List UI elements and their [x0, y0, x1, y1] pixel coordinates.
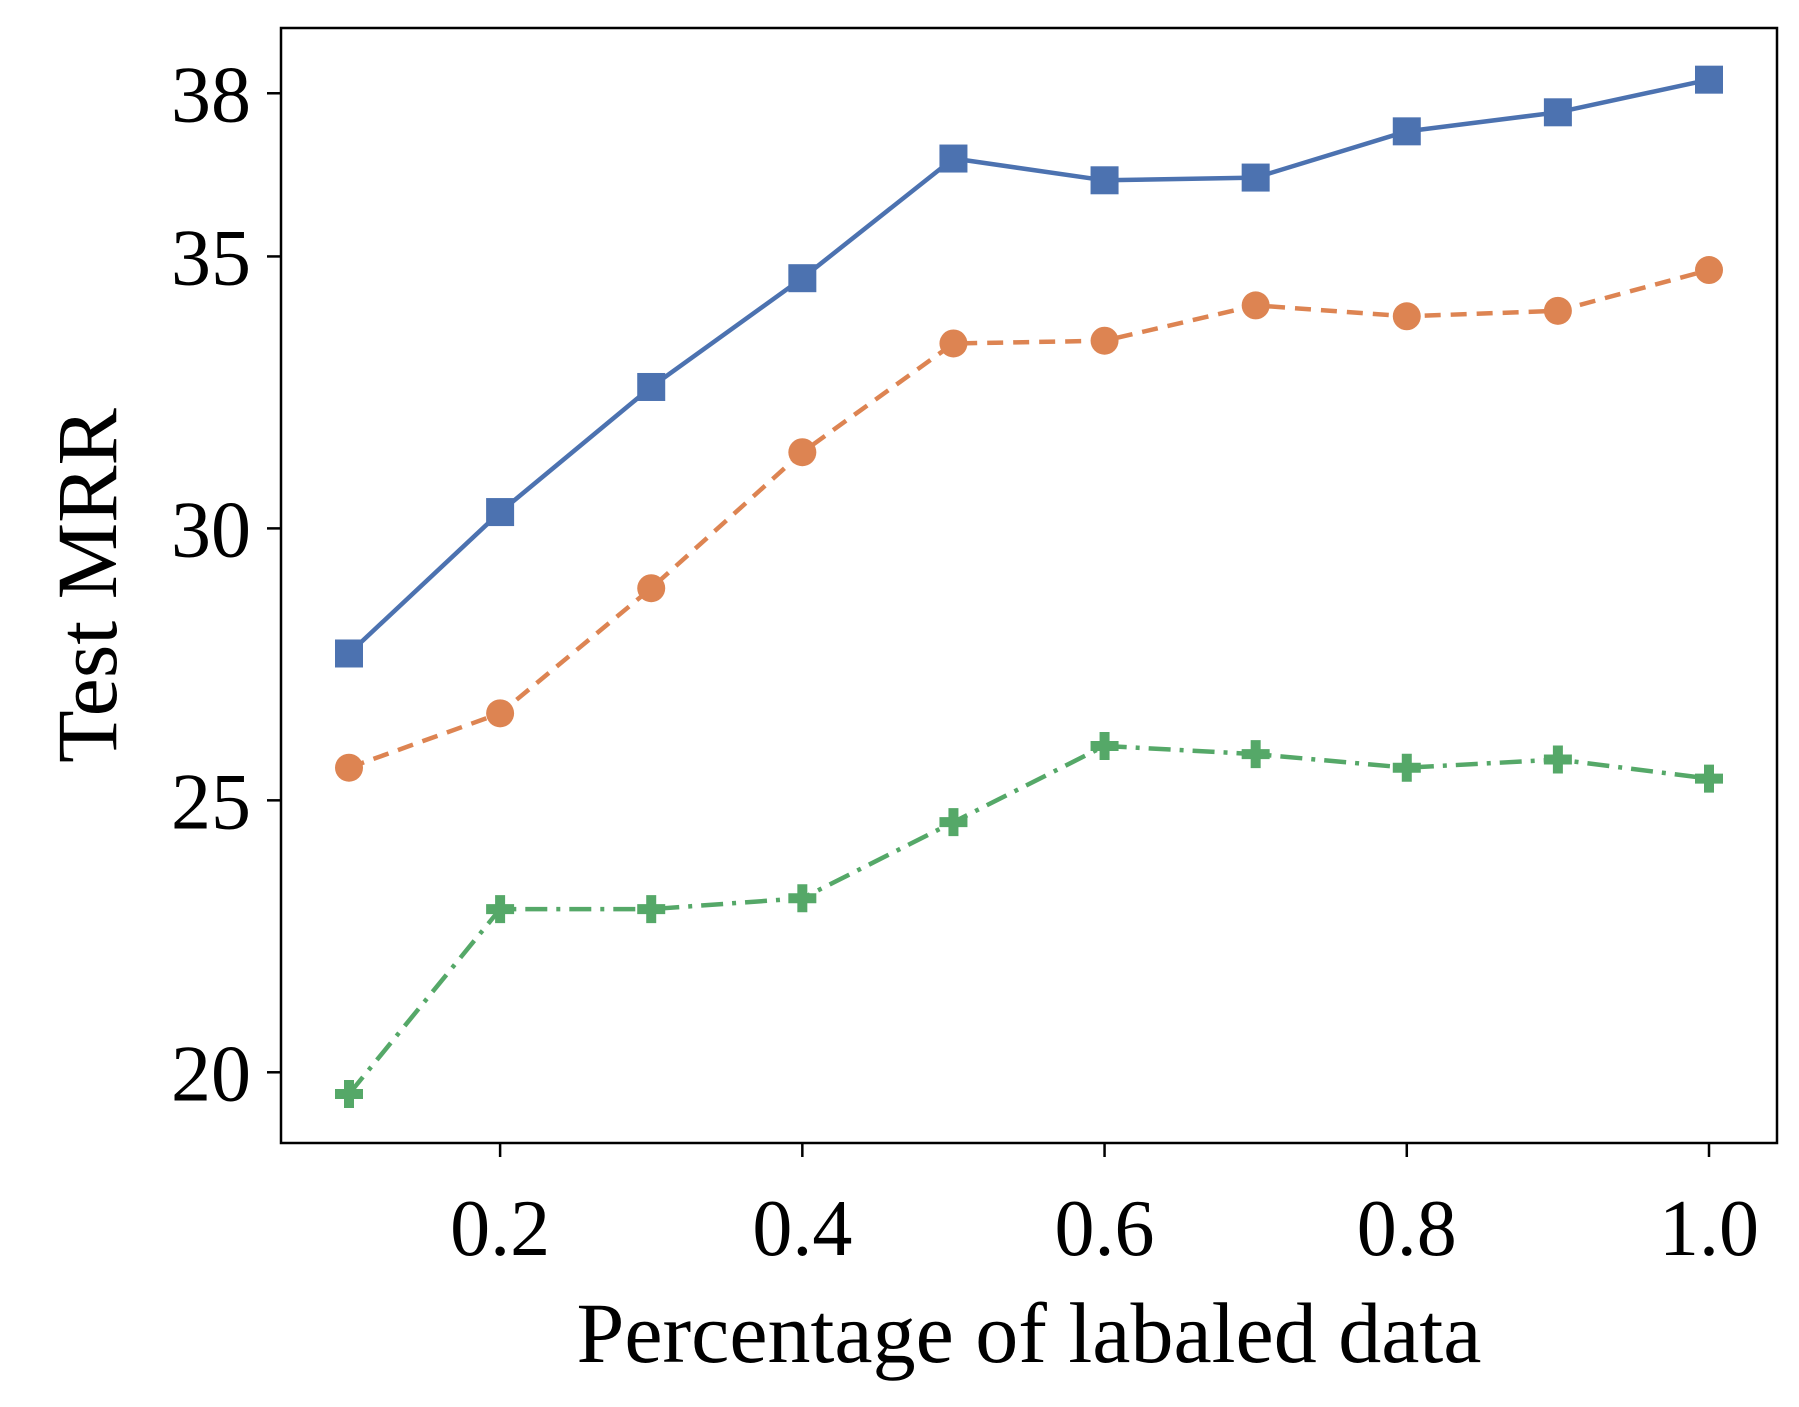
- data-point-circle: [1543, 296, 1572, 325]
- data-point-plus: [486, 895, 515, 924]
- x-tick-label: 0.4: [752, 1185, 852, 1273]
- data-point-circle: [1695, 256, 1723, 285]
- x-axis-ticks: 0.2 0.4 0.6 0.8 1.0: [450, 1143, 1759, 1273]
- data-point-square: [1090, 166, 1119, 195]
- data-point-square: [1241, 163, 1270, 192]
- y-tick-label: 30: [171, 486, 251, 574]
- data-point-plus: [335, 1080, 363, 1109]
- data-point-circle: [939, 329, 968, 358]
- data-point-plus: [1695, 764, 1723, 793]
- data-point-circle: [1392, 302, 1421, 331]
- data-point-circle: [1090, 326, 1119, 355]
- data-point-square: [1543, 98, 1572, 127]
- x-tick-label: 0.8: [1357, 1185, 1457, 1273]
- data-point-plus: [788, 884, 817, 913]
- series-1-line: [347, 77, 1710, 656]
- y-axis-ticks: 20 25 30 35 38: [171, 51, 281, 1118]
- data-point-circle: [637, 574, 666, 603]
- series-3-line: [347, 743, 1710, 1096]
- data-point-square: [1392, 117, 1421, 146]
- x-tick-label: 1.0: [1659, 1185, 1759, 1273]
- x-tick-label: 0.6: [1055, 1185, 1155, 1273]
- data-point-square: [486, 498, 515, 527]
- y-tick-label: 38: [171, 51, 251, 139]
- data-point-plus: [1090, 731, 1119, 760]
- x-tick-label: 0.2: [450, 1185, 550, 1273]
- plot-area: [335, 65, 1723, 1109]
- data-point-plus: [637, 895, 666, 924]
- x-axis-label: Percentage of labaled data: [577, 1285, 1482, 1381]
- y-axis-label: Test MRR: [39, 407, 135, 762]
- data-point-plus: [1241, 740, 1270, 769]
- y-tick-label: 25: [171, 758, 251, 846]
- data-point-square: [1695, 65, 1723, 94]
- plot-frame: [279, 26, 1779, 1145]
- data-point-square: [637, 372, 666, 401]
- data-point-circle: [1241, 291, 1270, 320]
- series-2: [335, 256, 1723, 782]
- y-tick-label: 20: [171, 1030, 251, 1118]
- data-point-square: [335, 639, 363, 668]
- data-point-plus: [1392, 753, 1421, 782]
- data-point-circle: [335, 753, 363, 782]
- y-tick-label: 35: [171, 214, 251, 302]
- data-point-square: [939, 144, 968, 173]
- series-3: [335, 731, 1723, 1109]
- data-point-plus: [1543, 745, 1572, 774]
- series-1: [335, 65, 1723, 668]
- data-point-plus: [939, 808, 968, 837]
- data-point-circle: [788, 438, 817, 467]
- data-point-circle: [486, 699, 515, 728]
- series-2-line: [348, 267, 1710, 770]
- data-point-square: [788, 264, 817, 293]
